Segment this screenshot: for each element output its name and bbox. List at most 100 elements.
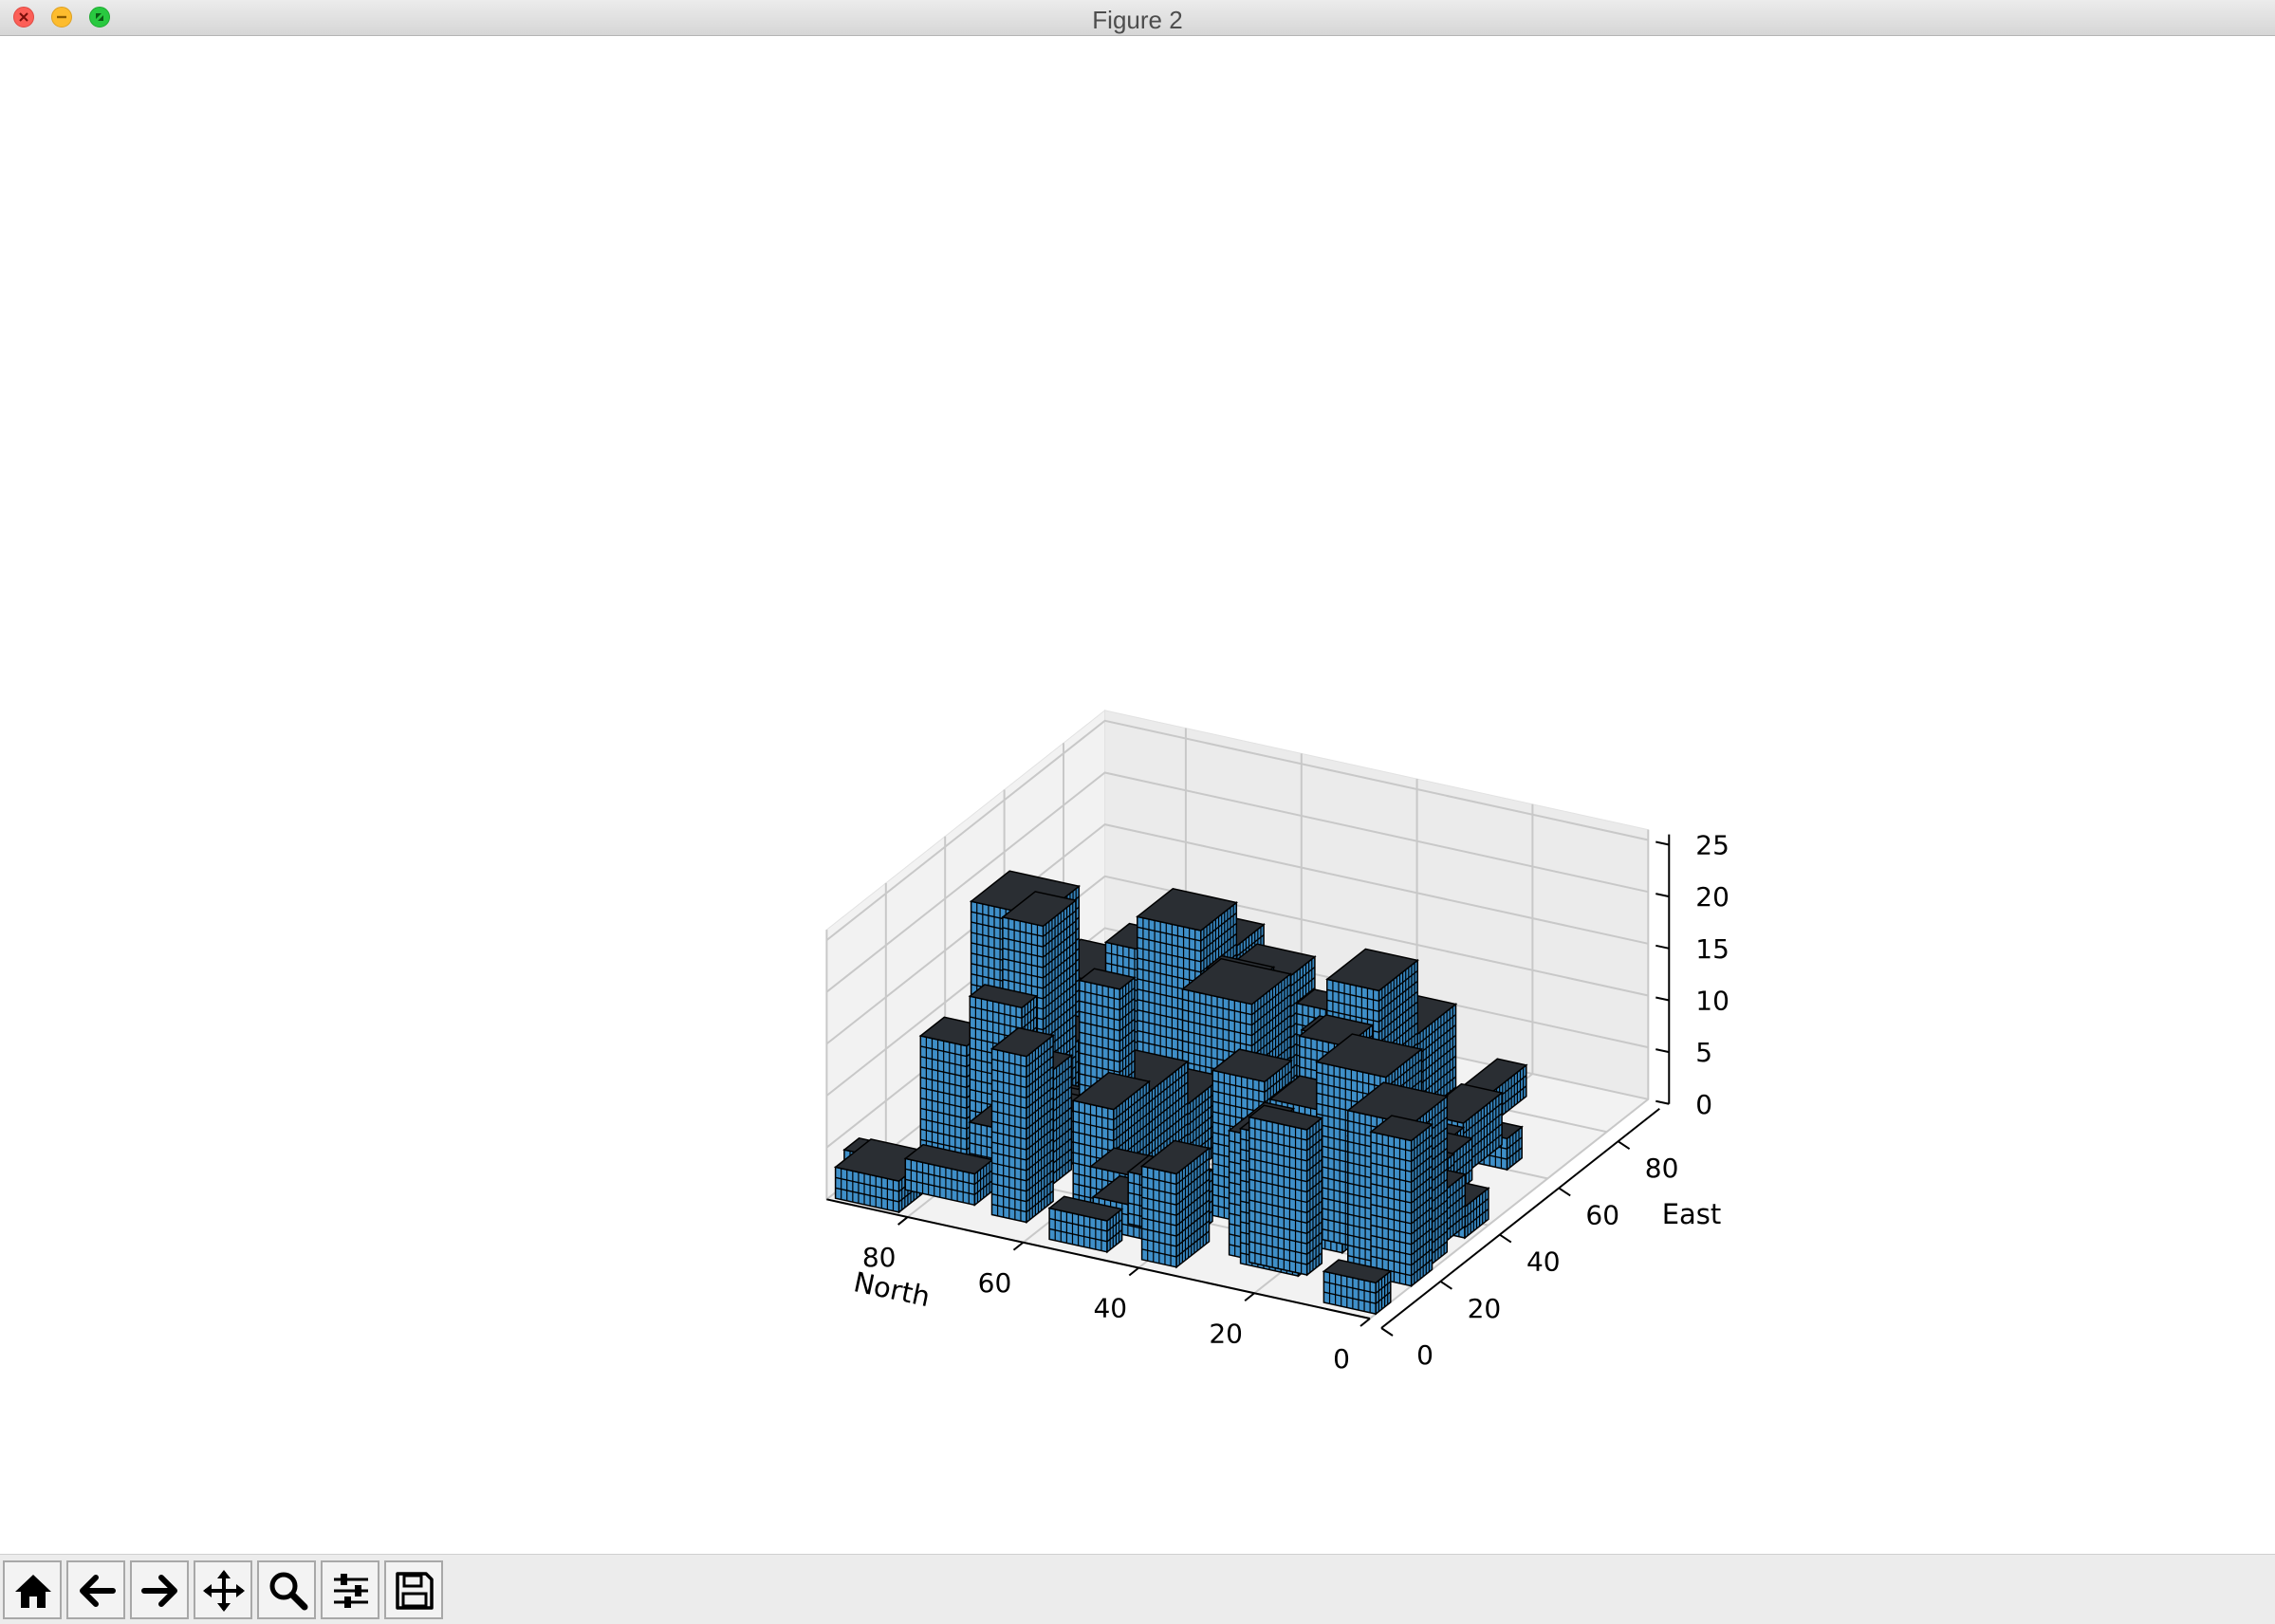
- voxel-edge: [1079, 1021, 1120, 1032]
- figure-canvas[interactable]: 80 60 40 20 0 0 20 40 60 80 0 5 10 15 20 25 North East: [0, 36, 2275, 1554]
- y-tick-label: 0: [1416, 1339, 1433, 1371]
- voxel-edge: [1137, 926, 1201, 942]
- minimize-window-button[interactable]: [51, 7, 72, 28]
- gridline-z: [825, 823, 1649, 1045]
- voxel-face-top: [1369, 1115, 1434, 1142]
- voxel-building: [1047, 1195, 1124, 1254]
- voxel-building: [903, 1143, 994, 1207]
- voxel-edge: [1370, 1162, 1412, 1173]
- x-tick-label: 0: [1333, 1343, 1350, 1375]
- voxel-face-top: [1346, 1081, 1450, 1126]
- forward-button[interactable]: [130, 1560, 189, 1619]
- y-tick-label: 20: [1468, 1293, 1502, 1324]
- voxel-face-top: [1001, 891, 1078, 928]
- voxel-edge: [1326, 1009, 1379, 1023]
- floppy-disk-icon: [396, 1572, 434, 1610]
- x-tick-mark: [1128, 1266, 1139, 1277]
- voxel-edge: [1026, 1044, 1054, 1068]
- voxel-edge: [1026, 1076, 1054, 1098]
- y-axis-label: East: [1662, 1198, 1722, 1230]
- voxel-edge: [1079, 1010, 1120, 1022]
- voxel-edge: [970, 1006, 1023, 1019]
- voxel-edge: [1137, 968, 1201, 984]
- voxel-edge: [1026, 1179, 1054, 1203]
- voxel-edge: [1212, 1090, 1266, 1103]
- voxel-edge: [1073, 1120, 1115, 1132]
- zoom-button[interactable]: [257, 1560, 316, 1619]
- z-tick-label: 10: [1695, 985, 1729, 1016]
- voxel-edge: [1026, 1117, 1054, 1140]
- pan-button[interactable]: [194, 1560, 252, 1619]
- voxel-face-top: [990, 1026, 1055, 1058]
- voxel-edge: [1212, 1080, 1266, 1093]
- x-tick-label: 40: [1093, 1293, 1127, 1324]
- voxel-edge: [1026, 1128, 1054, 1151]
- move-icon: [203, 1570, 245, 1612]
- maximize-window-button[interactable]: [89, 7, 110, 28]
- voxel-edge: [1026, 1055, 1054, 1079]
- magnifier-icon: [269, 1572, 308, 1611]
- voxel-edge: [1073, 1141, 1115, 1153]
- z-tick-mark: [1655, 1099, 1670, 1105]
- z-tick-mark: [1655, 944, 1670, 950]
- voxel-edge: [1079, 1042, 1120, 1053]
- z-tick-label: 5: [1695, 1037, 1712, 1068]
- axis-ticks: 80 60 40 20 0 0 20 40 60 80 0 5 10 15 20 25: [862, 830, 1729, 1375]
- voxel-edge: [1326, 988, 1379, 1003]
- z-tick-label: 25: [1695, 830, 1729, 861]
- voxel-3d-plot[interactable]: 80 60 40 20 0 0 20 40 60 80 0 5 10 15 20 25 North East: [0, 36, 2275, 1554]
- y-tick-mark: [1499, 1233, 1512, 1244]
- axes-lines: [826, 834, 1671, 1329]
- voxel-edge: [1137, 947, 1201, 963]
- voxel-edge: [1002, 978, 1044, 989]
- voxel-edge: [1264, 1070, 1292, 1093]
- voxel-building: [1248, 1104, 1324, 1277]
- voxel-edge: [835, 1176, 899, 1192]
- voxel-edge: [1370, 1204, 1412, 1214]
- home-icon: [15, 1575, 51, 1608]
- voxel-edge: [1137, 936, 1201, 952]
- close-icon: [19, 12, 28, 22]
- voxel-edge: [1026, 1086, 1054, 1109]
- x-tick-label: 60: [978, 1267, 1012, 1299]
- voxel-edge: [1323, 1291, 1377, 1304]
- voxel-edge: [1073, 1110, 1115, 1121]
- y-tick-label: 40: [1526, 1246, 1561, 1278]
- voxel-face-top: [1047, 1195, 1124, 1222]
- x-tick-label: 20: [1209, 1318, 1243, 1349]
- voxel-edge: [1370, 1234, 1412, 1246]
- voxel-edge: [1026, 1190, 1054, 1213]
- fullscreen-icon: [96, 13, 103, 21]
- voxel-edge: [1026, 1149, 1054, 1172]
- x-axis-label: North: [851, 1265, 933, 1313]
- voxel-edge: [1264, 1080, 1292, 1103]
- east-axis-line: [1380, 1107, 1660, 1329]
- gridline-z: [825, 771, 1649, 993]
- voxel-edge: [1370, 1245, 1412, 1256]
- close-window-button[interactable]: [13, 7, 34, 28]
- voxel-edge: [1287, 966, 1316, 989]
- voxel-face-top: [968, 984, 1039, 1009]
- voxel-face-top: [1248, 1104, 1324, 1131]
- voxel-edge: [1370, 1152, 1412, 1163]
- home-button[interactable]: [3, 1560, 62, 1619]
- voxel-edge: [1370, 1193, 1412, 1204]
- voxel-edge: [970, 1016, 1023, 1029]
- voxel-building: [1369, 1115, 1434, 1288]
- voxel-edge: [1079, 1062, 1120, 1073]
- arrow-left-icon: [80, 1575, 116, 1607]
- x-tick-mark: [1012, 1241, 1025, 1251]
- voxel-edge: [1079, 1031, 1120, 1043]
- voxel-face-top: [1139, 1139, 1211, 1175]
- voxel-edge: [1002, 937, 1044, 948]
- voxel-edge: [1370, 1141, 1412, 1153]
- y-tick-label: 80: [1645, 1153, 1679, 1184]
- voxel-edge: [1287, 987, 1316, 1010]
- voxel-edge: [1323, 1281, 1377, 1294]
- back-button[interactable]: [66, 1560, 125, 1619]
- z-tick-mark: [1655, 893, 1670, 898]
- configure-subplots-button[interactable]: [321, 1560, 379, 1619]
- y-tick-mark: [1380, 1327, 1394, 1337]
- save-button[interactable]: [384, 1560, 443, 1619]
- voxel-buildings: [833, 870, 1528, 1316]
